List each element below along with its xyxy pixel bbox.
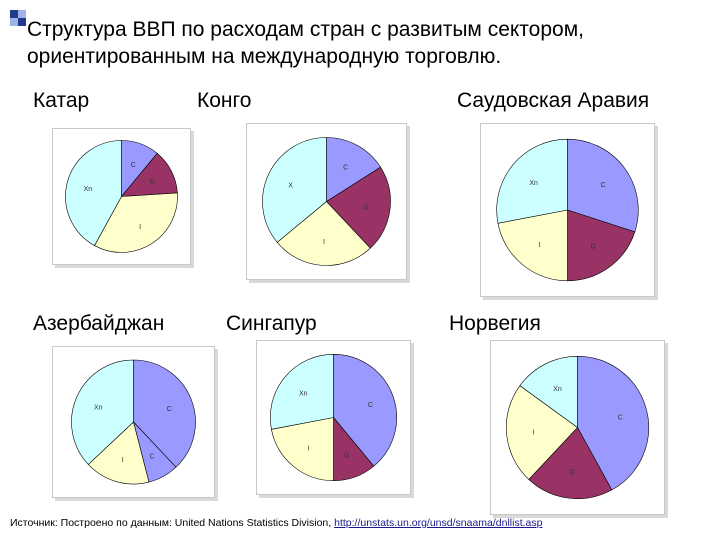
pie-slice-i	[506, 385, 578, 480]
bullet-square-light	[18, 10, 26, 18]
pie-slice-c	[577, 355, 649, 491]
pie-chart-svg: C G I X	[246, 123, 410, 283]
slice-label-g: G	[363, 204, 368, 211]
pie-slice-i	[497, 209, 568, 282]
pie-slice-c	[326, 137, 381, 203]
pie-slice-c	[133, 359, 196, 468]
pie-chart-svg: C C I Xn	[52, 346, 218, 501]
pie-slice-i	[94, 192, 178, 253]
country-name-singapore: Сингапур	[226, 312, 317, 335]
pie-panel-singapore: C G I Xn	[256, 340, 414, 498]
slice-label-c: C	[131, 162, 136, 169]
slice-label-c: C	[600, 182, 605, 189]
slice-label-xn: Xn	[553, 386, 562, 393]
slice-label-c: C	[343, 165, 348, 172]
pie-slice-xn	[65, 140, 122, 246]
slice-label-i: I	[308, 446, 310, 453]
pie-panel-qatar: C G I Xn	[52, 128, 194, 268]
pie-slice-c	[333, 353, 397, 467]
pie-slice-i	[87, 421, 150, 485]
pie-slice-xn	[270, 353, 334, 430]
pie-panel-azerbaijan: C C I Xn	[52, 346, 218, 501]
country-name-azerbaijan: Азербайджан	[33, 312, 165, 335]
slice-label-i: I	[533, 430, 535, 437]
pie-slice-xn	[519, 355, 578, 429]
slice-label-g: G	[591, 244, 596, 251]
pie-chart-svg: C G I Xn	[490, 340, 668, 518]
bullet-square-dark	[10, 10, 18, 18]
slice-label-x: X	[288, 183, 293, 190]
source-note: Источник: Построено по данным: United Na…	[10, 517, 542, 529]
pie-chart-svg: C G I Xn	[256, 340, 414, 498]
pie-slice-i	[276, 201, 371, 266]
pie-slice-x	[262, 137, 327, 243]
pie-slice-c	[567, 138, 639, 233]
slice-label-xn: Xn	[299, 391, 308, 398]
bullet-square-dark-2	[18, 18, 26, 26]
bullet-square-light-2	[10, 18, 18, 26]
slice-label-i: I	[323, 239, 325, 246]
slide-title: Структура ВВП по расходам стран с развит…	[27, 18, 584, 68]
slice-label-i: I	[122, 457, 124, 464]
country-name-congo: Конго	[197, 89, 252, 112]
slice-label-c: C	[618, 415, 623, 422]
pie-panel-saudi-arabia: C G I Xn	[480, 123, 658, 300]
pie-slice-g	[567, 209, 636, 282]
pie-slice-g	[528, 426, 613, 499]
slice-label-i: I	[139, 224, 141, 231]
country-name-saudi-arabia: Саудовская Аравия	[457, 89, 650, 112]
slice-label-c: C	[368, 402, 373, 409]
slice-label-xn: Xn	[94, 405, 103, 412]
slice-label-i: I	[539, 242, 541, 249]
slice-label-g: G	[150, 179, 155, 186]
slice-label-xn: Xn	[529, 180, 538, 187]
slice-label-g: G	[569, 469, 574, 476]
pie-slice-i	[271, 417, 334, 482]
pie-chart-svg: C G I Xn	[480, 123, 658, 300]
country-name-norway: Норвегия	[449, 312, 541, 335]
pie-slice-xn	[71, 359, 134, 465]
slice-label-c: C	[149, 454, 154, 461]
source-link[interactable]: http://unstats.un.org/unsd/snaama/dnllis…	[334, 517, 543, 529]
pie-slice-xn	[496, 138, 568, 224]
slice-label-c: C	[167, 406, 172, 413]
pie-slice-g	[326, 166, 391, 249]
slice-label-xn: Xn	[84, 186, 93, 193]
country-name-qatar: Катар	[33, 89, 90, 112]
source-prefix: Источник: Построено по данным: United Na…	[10, 517, 335, 529]
pie-panel-norway: C G I Xn	[490, 340, 668, 518]
pie-panel-congo: C G I X	[246, 123, 410, 283]
pie-chart-svg: C G I Xn	[52, 128, 194, 268]
slice-label-g: G	[344, 452, 349, 459]
